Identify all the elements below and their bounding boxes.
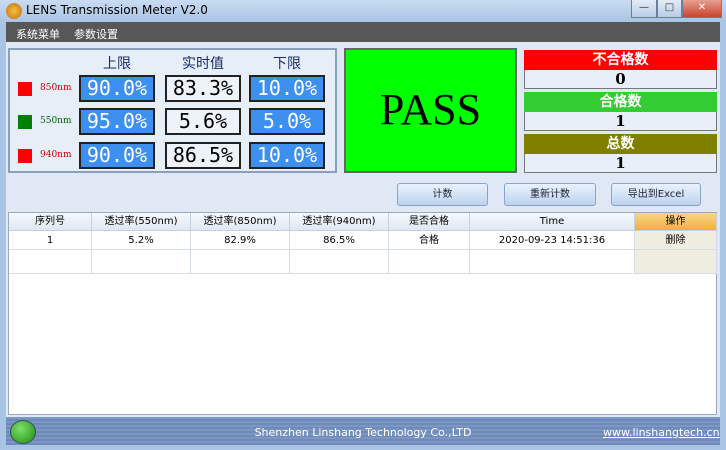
minimize-button[interactable]: — [631, 0, 657, 18]
upper-limit-value[interactable]: 90.0% [79, 142, 155, 169]
window-title: LENS Transmission Meter V2.0 [26, 3, 208, 17]
empty-cell [191, 250, 290, 274]
wavelength-label: 940nm [40, 150, 72, 160]
table-cell: 2020-09-23 14:51:36 [470, 231, 635, 250]
stat-value: 1 [524, 112, 717, 131]
table-cell: 82.9% [191, 231, 290, 250]
realtime-value: 83.3% [165, 75, 241, 102]
stat-label: 不合格数 [524, 50, 717, 70]
header-realtime: 实时值 [182, 56, 224, 72]
empty-cell [92, 250, 191, 274]
lower-limit-value[interactable]: 10.0% [249, 75, 325, 102]
recount-button[interactable]: 重新计数 [504, 183, 596, 206]
status-bar [6, 417, 720, 445]
wavelength-label: 850nm [40, 83, 72, 93]
stat-label: 总数 [524, 134, 717, 154]
title-bar [0, 0, 726, 22]
stat-value: 0 [524, 70, 717, 89]
empty-cell [9, 250, 92, 274]
empty-cell [389, 250, 470, 274]
realtime-value: 5.6% [165, 108, 241, 135]
menu-bar [6, 22, 720, 42]
delete-button[interactable]: 删除 [635, 231, 717, 250]
empty-cell [290, 250, 389, 274]
website-link[interactable]: www.linshangtech.cn [603, 426, 720, 439]
status-led-icon [10, 420, 36, 444]
column-header[interactable]: 透过率(550nm) [92, 213, 191, 231]
table-cell: 5.2% [92, 231, 191, 250]
table-cell: 86.5% [290, 231, 389, 250]
company-name: Shenzhen Linshang Technology Co.,LTD [254, 426, 472, 439]
table-cell: 合格 [389, 231, 470, 250]
empty-cell [470, 250, 635, 274]
pass-indicator: PASS [344, 48, 517, 173]
stat-value: 1 [524, 154, 717, 173]
export-excel-button[interactable]: 导出到Excel [611, 183, 701, 206]
wavelength-label: 550nm [40, 116, 72, 126]
menu-parameters[interactable]: 参数设置 [74, 28, 118, 41]
menu-system[interactable]: 系统菜单 [16, 28, 60, 41]
empty-cell [635, 250, 717, 274]
column-header[interactable]: 操作 [635, 213, 717, 231]
stat-label: 合格数 [524, 92, 717, 112]
table-cell: 1 [9, 231, 92, 250]
column-header[interactable]: 序列号 [9, 213, 92, 231]
app-icon [6, 3, 22, 19]
column-header[interactable]: 透过率(850nm) [191, 213, 290, 231]
header-upper: 上限 [103, 56, 131, 72]
maximize-button[interactable]: □ [657, 0, 682, 18]
column-header[interactable]: 透过率(940nm) [290, 213, 389, 231]
close-button[interactable]: ✕ [682, 0, 722, 18]
lower-limit-value[interactable]: 5.0% [249, 108, 325, 135]
results-table: 序列号 透过率(550nm) 透过率(850nm) 透过率(940nm) 是否合格 Tim… [8, 212, 717, 415]
upper-limit-value[interactable]: 95.0% [79, 108, 155, 135]
wavelength-color-indicator [18, 115, 32, 129]
realtime-value: 86.5% [165, 142, 241, 169]
lower-limit-value[interactable]: 10.0% [249, 142, 325, 169]
wavelength-color-indicator [18, 149, 32, 163]
column-header[interactable]: Time [470, 213, 635, 231]
header-lower: 下限 [273, 56, 301, 72]
column-header[interactable]: 是否合格 [389, 213, 470, 231]
upper-limit-value[interactable]: 90.0% [79, 75, 155, 102]
wavelength-color-indicator [18, 82, 32, 96]
count-button[interactable]: 计数 [397, 183, 488, 206]
